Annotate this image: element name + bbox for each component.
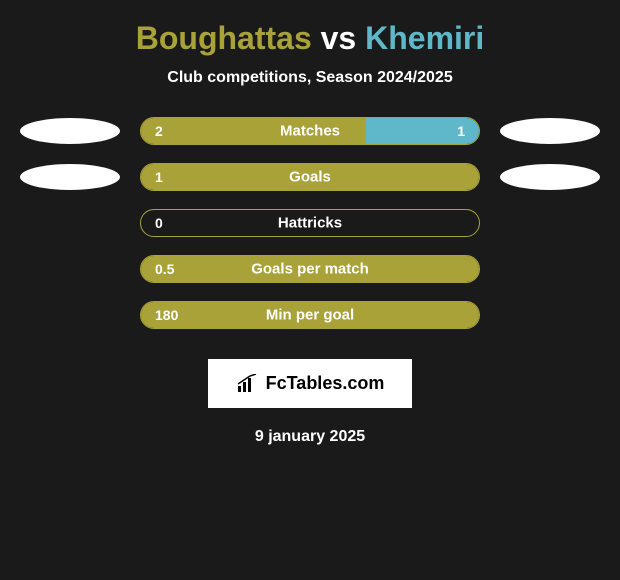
footer-date: 9 january 2025 (0, 428, 620, 446)
logo-box: FcTables.com (208, 359, 413, 408)
logo-text: FcTables.com (266, 373, 385, 394)
oval-left (20, 118, 120, 144)
stat-bar: 1 Goals (140, 163, 480, 191)
bar-value-left: 0.5 (155, 261, 174, 277)
bar-label: Matches (280, 123, 340, 140)
bar-label: Hattricks (278, 215, 342, 232)
stat-bar: 180 Min per goal (140, 301, 480, 329)
stat-row: 0.5 Goals per match (0, 255, 620, 283)
bar-label: Goals (289, 169, 331, 186)
bar-label: Goals per match (251, 261, 369, 278)
stat-bar: 2 1 Matches (140, 117, 480, 145)
title-vs: vs (321, 20, 357, 56)
stat-bar: 0 Hattricks (140, 209, 480, 237)
bar-label: Min per goal (266, 307, 354, 324)
stat-rows: 2 1 Matches 1 Goals 0 Hattricks 0.5 Goals per ma… (0, 117, 620, 329)
bar-value-right: 1 (457, 123, 465, 139)
oval-right (500, 118, 600, 144)
bar-value-left: 180 (155, 307, 178, 323)
oval-right (500, 164, 600, 190)
subtitle: Club competitions, Season 2024/2025 (0, 69, 620, 87)
stat-row: 180 Min per goal (0, 301, 620, 329)
main-container: Boughattas vs Khemiri Club competitions,… (0, 0, 620, 456)
bar-value-left: 2 (155, 123, 163, 139)
stat-row: 2 1 Matches (0, 117, 620, 145)
stat-row: 0 Hattricks (0, 209, 620, 237)
player2-name: Khemiri (365, 20, 484, 56)
bar-value-left: 0 (155, 215, 163, 231)
chart-icon (236, 374, 260, 394)
player1-name: Boughattas (136, 20, 312, 56)
oval-left (20, 164, 120, 190)
stat-bar: 0.5 Goals per match (140, 255, 480, 283)
stat-row: 1 Goals (0, 163, 620, 191)
page-title: Boughattas vs Khemiri (0, 20, 620, 57)
logo-content: FcTables.com (236, 373, 385, 394)
bar-value-left: 1 (155, 169, 163, 185)
